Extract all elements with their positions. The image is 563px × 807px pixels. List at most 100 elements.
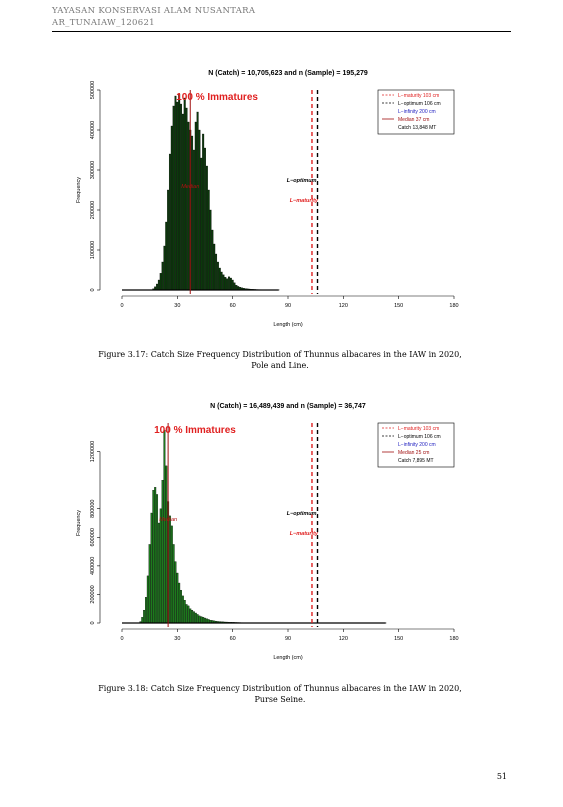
immatures-annotation: 100 % Immatures: [154, 425, 236, 436]
histogram-bar: [168, 515, 171, 624]
x-tick-label: 150: [394, 303, 403, 309]
figure-3-17: N (Catch) = 10,705,623 and n (Sample) = …: [62, 62, 472, 337]
histogram-bar: [150, 512, 153, 624]
histogram-bar: [174, 95, 177, 291]
caption-line-2: Purse Seine.: [254, 695, 306, 704]
header-org-name: YAYASAN KONSERVASI ALAM NUSANTARA: [52, 6, 256, 16]
histogram-bar: [192, 611, 195, 624]
y-tick-label: 200000: [90, 201, 96, 219]
histogram-bar: [218, 267, 221, 291]
y-tick-label: 0: [90, 621, 96, 624]
histogram-bar: [229, 277, 232, 291]
histogram-bar: [161, 261, 164, 291]
chart-pole-and-line: N (Catch) = 10,705,623 and n (Sample) = …: [76, 70, 459, 328]
y-tick-label: 100000: [90, 241, 96, 259]
histogram-bar: [156, 494, 159, 624]
legend-item: L−optimum 106 cm: [398, 101, 441, 107]
figure-3-18: N (Catch) = 16,489,439 and n (Sample) = …: [62, 395, 472, 670]
legend-item: L−maturity 103 cm: [398, 426, 439, 432]
histogram-bar: [167, 189, 170, 291]
histogram-bar: [200, 616, 203, 624]
histogram-bar: [172, 544, 175, 624]
histogram-bar: [157, 522, 160, 624]
l-optimum-label: L−optimum: [287, 511, 317, 517]
y-tick-label: 500000: [90, 81, 96, 99]
x-tick-label: 120: [339, 303, 348, 309]
chart-title: N (Catch) = 10,705,623 and n (Sample) = …: [208, 70, 368, 77]
legend-item: L−optimum 106 cm: [398, 434, 441, 440]
histogram-bar: [216, 261, 219, 291]
histogram-bar: [185, 107, 188, 291]
y-axis-label: Frequency: [76, 177, 82, 203]
legend-box: [377, 422, 455, 468]
histogram-bar: [202, 133, 205, 291]
legend-item: Median 25 cm: [398, 450, 429, 456]
histogram-bar: [180, 589, 182, 624]
median-label: Median: [159, 517, 177, 523]
figure-3-18-caption: Figure 3.18: Catch Size Frequency Distri…: [70, 683, 490, 705]
histogram-bar: [168, 153, 171, 291]
y-tick-label: 800000: [90, 500, 96, 518]
histogram-bar: [180, 103, 182, 291]
legend-item: L−infinity 200 cm: [398, 442, 436, 448]
chart-title: N (Catch) = 16,489,439 and n (Sample) = …: [210, 403, 366, 410]
histogram-bar: [181, 595, 184, 624]
histogram-bar: [231, 279, 234, 291]
caption-line-1: Figure 3.18: Catch Size Frequency Distri…: [98, 684, 462, 693]
histogram-bar: [228, 276, 230, 291]
x-tick-label: 180: [449, 636, 458, 642]
x-tick-label: 180: [449, 303, 458, 309]
immatures-annotation: 100 % Immatures: [176, 92, 258, 103]
l-maturity-label: L−maturity: [290, 198, 319, 204]
histogram-bar: [152, 489, 155, 624]
legend-item: L−maturity 103 cm: [398, 93, 439, 99]
x-tick-label: 150: [394, 636, 403, 642]
histogram-bar: [194, 612, 197, 624]
histogram-bar: [205, 618, 208, 624]
histogram-bar: [235, 285, 238, 291]
legend-item: L−infinity 200 cm: [398, 109, 436, 115]
histogram-bar: [226, 278, 229, 291]
histogram-bar: [220, 271, 223, 291]
legend-box: [377, 89, 455, 135]
histogram-bar: [207, 189, 210, 291]
legend-item: Catch 7,895 MT: [398, 458, 434, 464]
legend-item: Catch 13,848 MT: [398, 125, 436, 131]
histogram-bar: [181, 113, 184, 291]
histogram-bar: [202, 617, 205, 624]
histogram-bar: [178, 93, 181, 291]
y-axis-label: Frequency: [76, 510, 82, 536]
histogram-bar: [224, 277, 227, 291]
histogram-bar: [176, 572, 179, 624]
histogram-bar: [189, 608, 192, 624]
histogram-bar: [145, 597, 147, 624]
histogram-bar: [146, 575, 149, 624]
median-label: Median: [181, 184, 199, 190]
histogram-bar: [233, 282, 236, 291]
histogram-bar: [204, 147, 206, 291]
histogram-bar: [148, 544, 151, 624]
figure-3-17-caption: Figure 3.17: Catch Size Frequency Distri…: [70, 349, 490, 371]
histogram-bar: [157, 279, 160, 291]
histogram-bar: [172, 105, 175, 291]
y-tick-label: 600000: [90, 528, 96, 546]
histogram-bar: [161, 479, 164, 624]
histogram-bar: [141, 617, 144, 624]
histogram-bar: [165, 465, 168, 624]
x-axis-label: Length (cm): [273, 655, 303, 661]
y-tick-label: 200000: [90, 585, 96, 603]
histogram-bar: [176, 101, 179, 291]
histogram-bar: [222, 274, 225, 291]
histogram-bar: [178, 582, 181, 624]
x-tick-label: 30: [174, 303, 180, 309]
x-axis-label: Length (cm): [273, 322, 303, 328]
histogram-bar: [159, 273, 162, 291]
page-number: 51: [496, 772, 507, 781]
histogram-bar: [196, 614, 199, 624]
y-tick-label: 400000: [90, 557, 96, 575]
x-tick-label: 120: [339, 636, 348, 642]
l-optimum-label: L−optimum: [287, 178, 317, 184]
histogram-bar: [143, 609, 146, 624]
histogram-bar: [174, 561, 177, 624]
histogram-bar: [183, 97, 186, 291]
